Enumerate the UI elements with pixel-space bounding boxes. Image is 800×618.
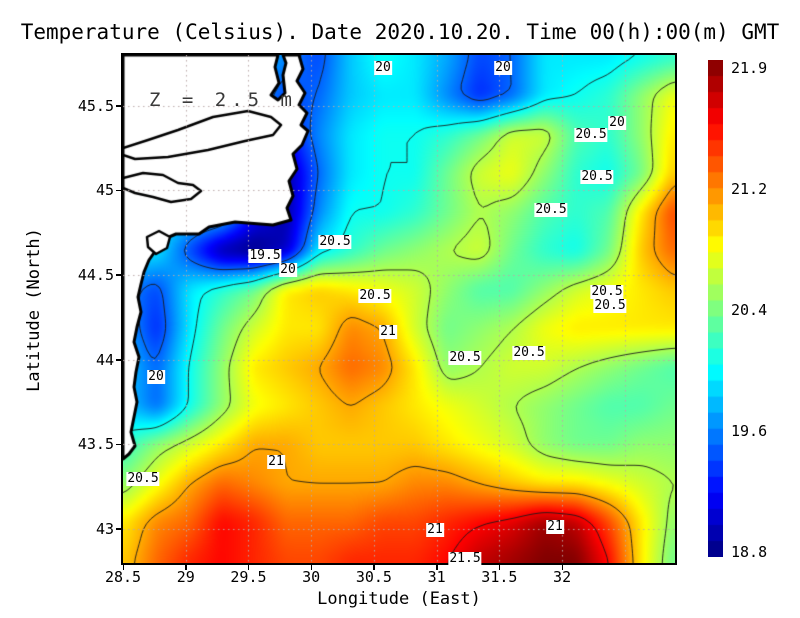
x-tick-label: 29 [176, 568, 195, 586]
contour-label: 20.5 [534, 202, 568, 217]
plot-title: Temperature (Celsius). Date 2020.10.20. … [20, 20, 780, 44]
contour-label: 21 [267, 454, 285, 469]
y-tick-mark [116, 189, 121, 192]
colorbar-tick-label: 18.8 [731, 543, 768, 561]
contour-label: 20.5 [358, 288, 392, 303]
y-tick-label: 45 [95, 181, 114, 200]
y-tick-mark [116, 443, 121, 446]
contour-label: 21.5 [448, 551, 482, 566]
y-tick-mark [116, 359, 121, 361]
x-tick-mark [436, 565, 438, 570]
x-tick-mark [561, 565, 564, 570]
y-tick-label: 43.5 [77, 435, 114, 454]
contour-label: 20.5 [590, 284, 624, 299]
contour-label: 20.5 [512, 345, 546, 360]
x-tick-mark [247, 565, 250, 570]
contour-label: 20 [374, 60, 392, 75]
contour-label: 20.5 [580, 169, 614, 184]
contour-label: 21 [546, 519, 564, 534]
x-tick-label: 30.5 [355, 568, 392, 586]
colorbar-tick-label: 21.9 [731, 59, 768, 77]
colorbar [708, 60, 723, 557]
depth-annotation: Z = 2.5 m [149, 89, 297, 111]
colorbar-tick-label: 21.2 [731, 180, 768, 198]
y-tick-mark [116, 274, 121, 276]
contour-label: 20.5 [574, 127, 608, 142]
contour-label: 20.5 [318, 234, 352, 249]
y-tick-mark [116, 528, 121, 530]
colorbar-tick-label: 19.6 [731, 422, 768, 440]
contour-label: 21 [426, 522, 444, 537]
x-tick-mark [185, 565, 187, 570]
x-tick-label: 31 [427, 568, 446, 586]
contour-label: 20 [494, 60, 512, 75]
x-tick-label: 29.5 [230, 568, 267, 586]
x-axis-title: Longitude (East) [317, 589, 481, 609]
contour-label: 19.5 [248, 248, 282, 263]
colorbar-tick-label: 20.4 [731, 301, 768, 319]
y-tick-label: 44 [95, 350, 114, 369]
map-plot: Z = 2.5 m 20 20 20 20.5 20.5 20.5 20.5 19.5 20 20… [121, 53, 677, 566]
x-tick-mark [310, 565, 313, 570]
x-tick-label: 30 [302, 568, 321, 586]
contour-label: 20 [279, 262, 297, 277]
y-tick-label: 44.5 [77, 266, 114, 285]
contour-label: 20 [608, 115, 626, 130]
x-tick-label: 28.5 [104, 568, 142, 586]
contour-label: 20.5 [448, 350, 482, 365]
contour-label: 20 [147, 369, 165, 384]
y-tick-label: 43 [95, 520, 114, 539]
y-axis-title: Latitude (North) [24, 228, 44, 392]
x-tick-mark [498, 565, 501, 570]
contour-label: 21 [379, 324, 397, 339]
x-tick-label: 32 [553, 568, 572, 586]
x-tick-mark [122, 565, 124, 570]
contour-label: 20.5 [593, 298, 627, 313]
x-tick-label: 31.5 [481, 568, 518, 586]
x-tick-mark [373, 565, 375, 570]
y-tick-label: 45.5 [77, 96, 114, 115]
y-tick-mark [116, 105, 121, 107]
contour-label: 20.5 [126, 471, 160, 486]
